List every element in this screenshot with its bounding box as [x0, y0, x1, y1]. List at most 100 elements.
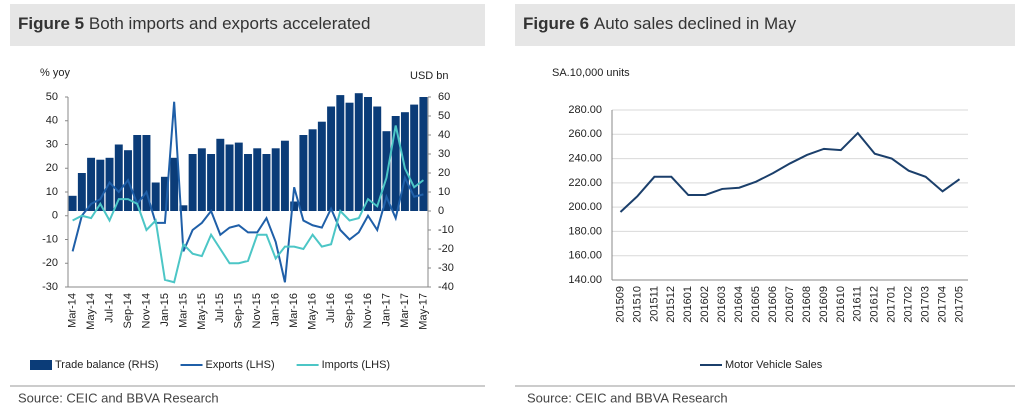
bar — [253, 148, 262, 211]
source: Source: CEIC and BBVA Research — [18, 390, 219, 405]
bar — [87, 157, 96, 211]
x-tick-label: 201701 — [886, 286, 898, 323]
x-tick-label: 201509 — [614, 286, 626, 323]
figure-title: Figure 6 Auto sales declined in May — [523, 14, 797, 33]
y2-tick-label: 40 — [438, 129, 450, 141]
x-tick-label: 201602 — [699, 286, 711, 323]
bar — [188, 154, 197, 211]
x-tick-label: 201612 — [869, 286, 881, 323]
bar — [234, 142, 243, 211]
bar — [400, 112, 409, 211]
x-tick-label: 201603 — [716, 286, 728, 323]
y-tick-label: 10 — [46, 186, 58, 198]
bar — [114, 144, 123, 211]
x-tick-label: 201606 — [767, 286, 779, 323]
title-text: Auto sales declined in May — [594, 14, 797, 33]
bar — [299, 135, 308, 211]
x-tick-label: Sep-14 — [122, 293, 134, 328]
bar — [317, 121, 326, 211]
y2-tick-label: 60 — [438, 91, 450, 103]
y-tick-label: -20 — [42, 257, 58, 269]
header-bg — [10, 4, 485, 46]
bar — [133, 135, 142, 211]
bar — [327, 106, 336, 211]
y2-axis-label: USD bn — [410, 70, 449, 82]
bar — [262, 154, 271, 211]
x-tick-label: May-15 — [196, 293, 208, 330]
y2-tick-label: 50 — [438, 110, 450, 122]
figure-label: Figure 6 — [523, 14, 589, 33]
bar — [160, 176, 169, 211]
bar — [96, 159, 105, 211]
y-tick-label: -10 — [42, 233, 58, 245]
bar — [197, 148, 206, 211]
x-tick-label: Mar-16 — [288, 293, 300, 328]
x-tick-label: Jul-14 — [103, 293, 115, 323]
x-tick-label: 201705 — [953, 286, 965, 323]
bar — [345, 102, 354, 211]
y2-tick-label: -10 — [438, 224, 454, 236]
bar — [271, 148, 280, 211]
y2-tick-label: 30 — [438, 148, 450, 160]
line — [619, 131, 961, 213]
x-tick-label: 201511 — [648, 286, 660, 322]
y-tick-label: 20 — [46, 162, 58, 174]
bar — [373, 106, 382, 211]
line — [72, 125, 424, 284]
x-tick-label: 201703 — [920, 286, 932, 323]
bar — [77, 173, 86, 211]
x-tick-label: 201510 — [631, 286, 643, 323]
x-tick-label: Jul-15 — [214, 293, 226, 323]
x-tick-label: Jan-17 — [380, 293, 392, 327]
legend-label: Motor Vehicle Sales — [725, 359, 823, 371]
y-tick-label: 220.00 — [568, 177, 602, 189]
bar — [354, 93, 363, 211]
bar — [151, 182, 160, 211]
bar — [382, 131, 391, 211]
x-tick-label: Mar-15 — [177, 293, 189, 328]
bar — [142, 135, 151, 211]
y2-tick-label: -30 — [438, 262, 454, 274]
y-tick-label: 30 — [46, 138, 58, 150]
x-tick-label: Sep-15 — [233, 293, 245, 328]
x-tick-label: 201601 — [682, 286, 694, 323]
legend-label: Imports (LHS) — [322, 359, 390, 371]
y2-tick-label: 20 — [438, 167, 450, 179]
bar — [179, 205, 188, 211]
y-tick-label: 280.00 — [568, 104, 602, 116]
source: Source: CEIC and BBVA Research — [527, 390, 728, 405]
x-tick-label: 201610 — [835, 286, 847, 323]
y-axis-label: SA.10,000 units — [552, 67, 630, 79]
x-tick-label: Nov-15 — [251, 293, 263, 328]
x-tick-label: Jan-16 — [270, 293, 282, 327]
y2-tick-label: -20 — [438, 243, 454, 255]
header-bg — [515, 4, 1015, 46]
x-tick-label: 201702 — [903, 286, 915, 323]
y-tick-label: 260.00 — [568, 128, 602, 140]
y-tick-label: 140.00 — [568, 274, 602, 286]
y-tick-label: 160.00 — [568, 250, 602, 262]
x-tick-label: 201604 — [733, 286, 745, 323]
x-tick-label: Nov-16 — [362, 293, 374, 328]
bar — [170, 157, 179, 211]
x-tick-label: 201512 — [665, 286, 677, 323]
bar — [308, 129, 317, 211]
bar — [419, 97, 428, 211]
bar — [391, 116, 400, 211]
x-tick-label: Mar-14 — [67, 293, 79, 328]
figure-title: Figure 5 Both imports and exports accele… — [18, 14, 370, 33]
bar — [410, 104, 419, 211]
x-tick-label: 201608 — [801, 286, 813, 323]
legend-label: Exports (LHS) — [206, 359, 275, 371]
legend-label: Trade balance (RHS) — [55, 359, 159, 371]
x-tick-label: May-17 — [417, 293, 429, 330]
y-tick-label: -30 — [42, 281, 58, 293]
x-tick-label: 201704 — [936, 286, 948, 323]
bar — [364, 97, 372, 211]
x-tick-label: Jan-15 — [159, 293, 171, 327]
bar — [244, 154, 252, 211]
x-tick-label: Mar-17 — [399, 293, 411, 328]
y2-tick-label: 10 — [438, 186, 450, 198]
bar — [207, 154, 216, 211]
x-tick-label: Sep-16 — [343, 293, 355, 328]
